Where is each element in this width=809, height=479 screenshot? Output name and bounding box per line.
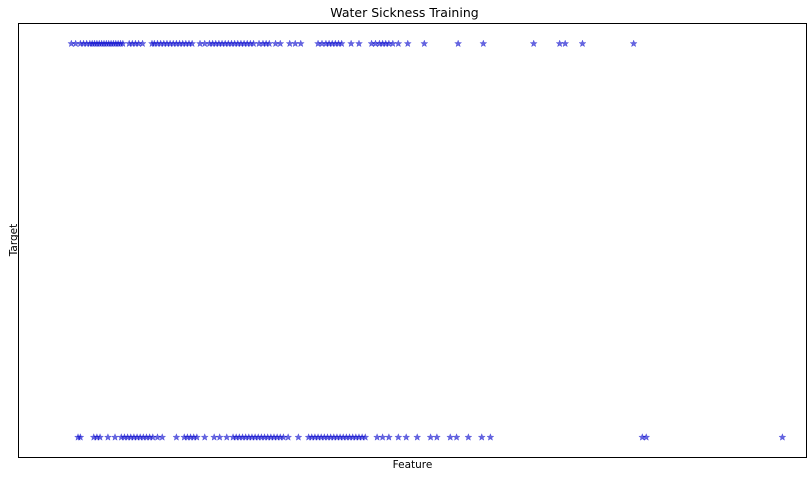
data-point-star <box>529 39 538 48</box>
data-point-star <box>378 433 387 441</box>
data-point-star <box>210 433 219 441</box>
data-point-star <box>642 433 651 441</box>
data-point-star <box>296 39 305 48</box>
data-point-star <box>284 433 293 441</box>
data-point-star <box>578 39 587 48</box>
data-point-star <box>172 433 181 441</box>
data-point-star <box>446 433 455 441</box>
y-axis-label: Target <box>8 223 20 257</box>
data-point-star <box>561 39 570 48</box>
data-point-star <box>629 39 638 48</box>
data-point-star <box>192 433 201 441</box>
chart-title: Water Sickness Training <box>330 5 479 20</box>
data-point-star <box>111 433 119 441</box>
data-point-star <box>432 433 441 441</box>
data-point-star <box>403 39 412 48</box>
data-point-star <box>347 39 356 48</box>
data-point-star <box>76 433 85 441</box>
data-point-star <box>291 39 300 48</box>
data-point-star <box>778 433 787 441</box>
data-point-star <box>413 433 422 441</box>
data-point-star <box>384 433 393 441</box>
data-point-star <box>285 39 294 48</box>
data-point-star <box>276 39 285 48</box>
data-point-star <box>394 433 403 441</box>
data-point-star <box>426 433 435 441</box>
data-point-star <box>555 39 564 48</box>
data-point-star <box>454 39 463 48</box>
plot-frame <box>18 23 807 458</box>
data-point-star <box>479 39 488 48</box>
data-point-star <box>420 39 429 48</box>
data-point-star <box>394 39 403 48</box>
data-point-star <box>103 433 112 441</box>
data-point-star <box>361 433 370 441</box>
data-point-star <box>294 433 303 441</box>
data-point-star <box>158 433 167 441</box>
data-markers <box>67 39 787 441</box>
data-point-star <box>138 39 147 48</box>
data-point-star <box>477 433 486 441</box>
data-point-star <box>373 433 382 441</box>
data-point-star <box>355 39 363 48</box>
data-point-star <box>222 433 231 441</box>
data-point-star <box>464 433 473 441</box>
data-point-star <box>452 433 461 441</box>
x-axis-label: Feature <box>392 459 433 471</box>
data-point-star <box>402 433 411 441</box>
data-point-star <box>96 433 105 441</box>
data-point-star <box>188 39 197 48</box>
data-point-star <box>215 433 224 441</box>
data-point-star <box>200 433 209 441</box>
data-point-star <box>337 39 346 48</box>
data-point-star <box>486 433 495 441</box>
